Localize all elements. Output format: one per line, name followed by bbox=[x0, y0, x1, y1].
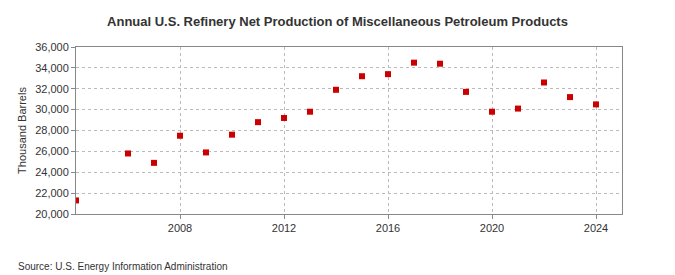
svg-text:34,000: 34,000 bbox=[35, 62, 69, 74]
svg-text:24,000: 24,000 bbox=[35, 166, 69, 178]
svg-text:2012: 2012 bbox=[272, 222, 296, 234]
svg-text:22,000: 22,000 bbox=[35, 187, 69, 199]
svg-text:2016: 2016 bbox=[376, 222, 400, 234]
svg-text:32,000: 32,000 bbox=[35, 83, 69, 95]
svg-text:30,000: 30,000 bbox=[35, 103, 69, 115]
svg-text:Thousand Barrels: Thousand Barrels bbox=[16, 87, 28, 174]
svg-text:2020: 2020 bbox=[480, 222, 504, 234]
svg-text:36,000: 36,000 bbox=[35, 41, 69, 53]
svg-text:Source: U.S. Energy Informatio: Source: U.S. Energy Information Administ… bbox=[18, 261, 228, 272]
svg-text:2024: 2024 bbox=[584, 222, 608, 234]
svg-text:26,000: 26,000 bbox=[35, 145, 69, 157]
svg-text:Annual U.S. Refinery Net Produ: Annual U.S. Refinery Net Production of M… bbox=[107, 14, 568, 29]
svg-text:20,000: 20,000 bbox=[35, 208, 69, 220]
svg-text:2008: 2008 bbox=[168, 222, 192, 234]
svg-text:28,000: 28,000 bbox=[35, 124, 69, 136]
